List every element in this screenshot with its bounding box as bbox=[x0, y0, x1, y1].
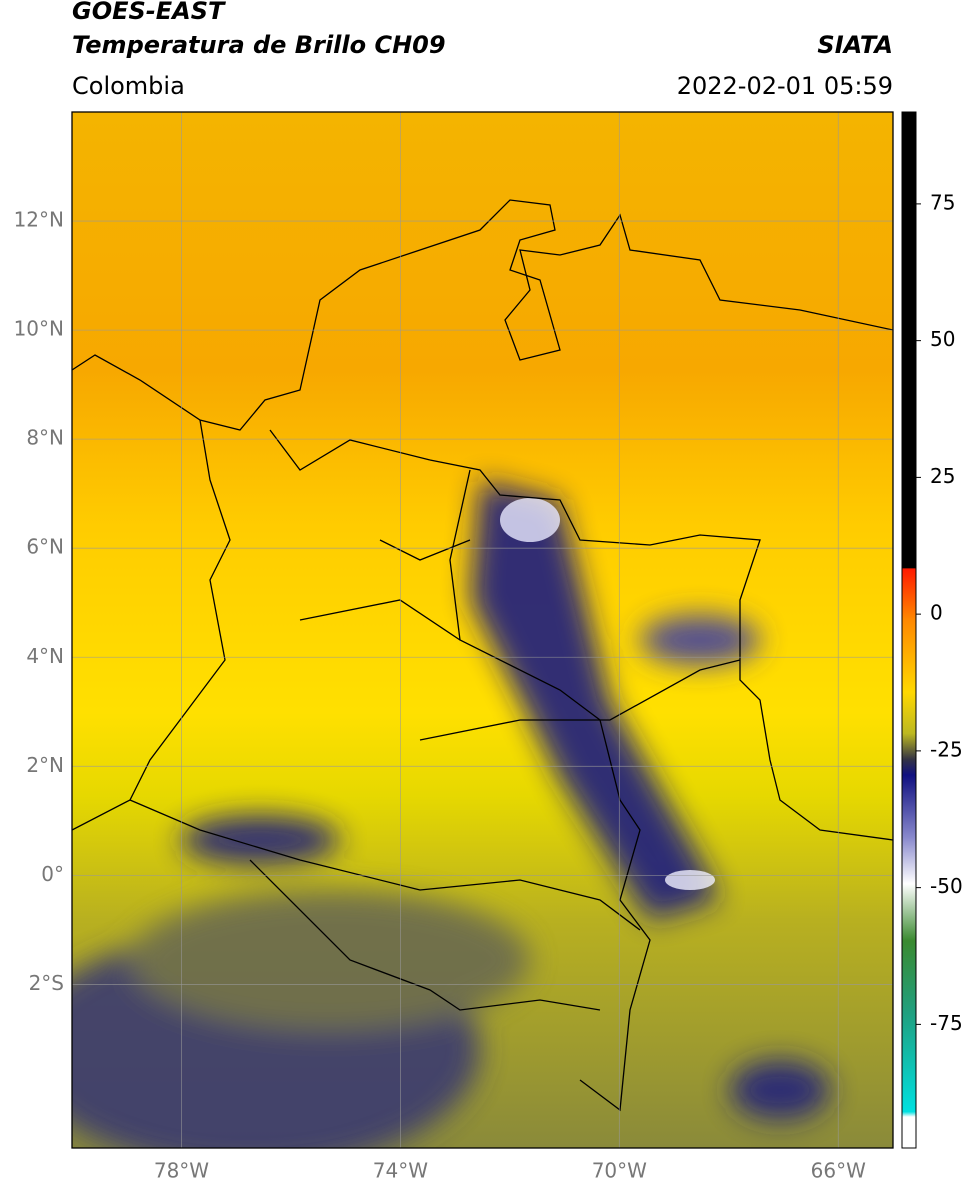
colorbar-tick-label: 50 bbox=[930, 327, 955, 351]
y-tick-label: 8°N bbox=[26, 426, 64, 450]
region: Colombia bbox=[72, 72, 185, 100]
colorbar-tick-label: 0 bbox=[930, 601, 943, 625]
colorbar-tick-label: -50 bbox=[930, 874, 963, 898]
y-tick-label: 4°N bbox=[26, 644, 64, 668]
colorbar-tick-label: -75 bbox=[930, 1011, 963, 1035]
y-tick-label: 0° bbox=[41, 862, 64, 886]
y-tick-label: 2°S bbox=[29, 971, 64, 995]
colorbar-tick-label: 75 bbox=[930, 190, 955, 214]
colorbar bbox=[901, 111, 917, 1149]
x-tick-label: 66°W bbox=[811, 1159, 866, 1183]
x-tick-label: 70°W bbox=[592, 1159, 647, 1183]
colorbar-tick-label: 25 bbox=[930, 464, 955, 488]
map-frame bbox=[71, 111, 894, 1149]
title: GOES-EAST bbox=[72, 0, 226, 25]
subtitle: Temperatura de Brillo CH09 bbox=[72, 31, 446, 59]
y-tick-label: 10°N bbox=[14, 317, 64, 341]
x-tick-label: 78°W bbox=[154, 1159, 209, 1183]
x-tick-label: 74°W bbox=[373, 1159, 428, 1183]
datetime: 2022-02-01 05:59 bbox=[677, 72, 893, 100]
imagery bbox=[72, 112, 893, 1148]
y-tick-label: 12°N bbox=[14, 208, 64, 232]
source: SIATA bbox=[817, 31, 893, 59]
colorbar-tick-label: -25 bbox=[930, 737, 963, 761]
y-tick-label: 2°N bbox=[26, 753, 64, 777]
graticule bbox=[72, 112, 893, 1148]
y-tick-label: 6°N bbox=[26, 535, 64, 559]
